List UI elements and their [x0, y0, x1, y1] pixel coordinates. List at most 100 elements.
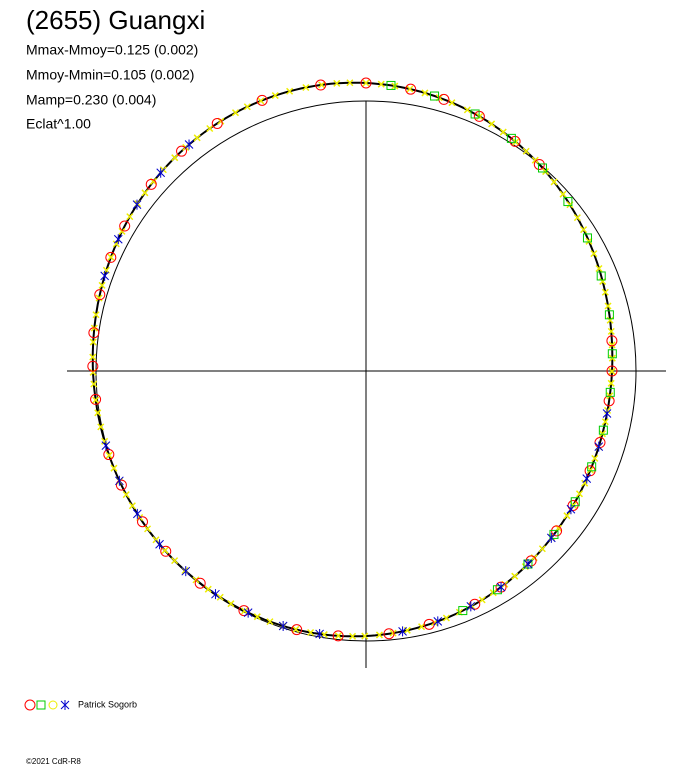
yellow-point	[601, 418, 609, 426]
legend-icon	[36, 700, 46, 710]
red-point	[551, 525, 563, 537]
yellow-point	[595, 264, 603, 273]
yellow-point	[292, 625, 300, 633]
red-point	[176, 145, 188, 157]
red-point	[103, 449, 115, 461]
red-point	[315, 79, 327, 91]
blue-point	[546, 532, 556, 543]
yellow-point	[531, 156, 539, 164]
green-point	[506, 133, 516, 143]
blue-point	[115, 475, 124, 486]
blue-point	[132, 508, 142, 519]
green-point	[537, 163, 547, 173]
yellow-point	[144, 525, 152, 533]
yellow-point	[126, 213, 134, 221]
green-point	[470, 109, 480, 119]
yellow-point	[538, 545, 546, 553]
green-point	[563, 197, 573, 207]
green-point	[458, 606, 468, 616]
yellow-point	[550, 178, 558, 186]
green-point	[605, 387, 615, 397]
red-point	[525, 555, 537, 567]
yellow-point	[253, 613, 261, 621]
yellow-point	[349, 632, 357, 640]
blue-point	[398, 626, 407, 637]
blue-point	[155, 539, 164, 550]
yellow-point	[361, 632, 369, 640]
yellow-point	[92, 311, 100, 319]
yellow-point	[606, 316, 614, 324]
yellow-point	[590, 250, 598, 258]
yellow-point	[346, 79, 354, 87]
blue-point	[278, 620, 288, 631]
yellow-point	[286, 87, 294, 95]
red-point	[105, 251, 117, 263]
green-point	[386, 80, 396, 90]
yellow-point	[105, 451, 113, 459]
red-point	[94, 289, 106, 301]
yellow-point	[511, 572, 519, 580]
legend-icon	[48, 700, 58, 710]
yellow-point	[573, 214, 581, 222]
green-point	[570, 497, 580, 507]
yellow-point	[101, 437, 109, 445]
red-point	[360, 77, 372, 89]
red-point	[88, 327, 100, 339]
yellow-point	[333, 79, 341, 87]
yellow-point	[171, 557, 179, 565]
yellow-point	[110, 464, 118, 472]
yellow-point	[206, 124, 214, 133]
yellow-point	[98, 281, 106, 289]
yellow-point	[318, 81, 326, 89]
yellow-point	[499, 128, 507, 136]
yellow-point	[522, 147, 530, 155]
yellow-point	[448, 99, 456, 107]
red-point	[145, 178, 157, 190]
red-point	[238, 605, 250, 617]
yellow-point	[171, 154, 179, 162]
yellow-point	[152, 536, 160, 544]
yellow-point	[216, 593, 224, 601]
blue-point	[100, 270, 110, 281]
stat: Mmax-Mmoy=0.125 (0.002)	[26, 42, 198, 58]
yellow-point	[580, 226, 588, 234]
blue-point	[184, 139, 194, 150]
green-point	[549, 529, 559, 539]
green-point	[607, 349, 617, 359]
stat: Eclat^1.00	[26, 116, 91, 132]
red-point	[291, 624, 303, 636]
blue-point	[496, 582, 506, 593]
green-point	[430, 91, 440, 101]
yellow-point	[559, 190, 567, 198]
legend-icon	[24, 699, 36, 711]
yellow-point	[575, 490, 584, 498]
yellow-point	[271, 92, 279, 100]
red-point	[211, 117, 223, 129]
yellow-point	[421, 89, 429, 97]
yellow-point	[95, 294, 103, 302]
yellow-point	[241, 607, 249, 615]
blue-point	[594, 441, 604, 452]
red-point	[119, 220, 131, 232]
yellow-point	[92, 396, 100, 404]
blue-point	[181, 566, 191, 577]
blue-point	[523, 559, 533, 570]
yellow-point	[375, 631, 383, 639]
red-point	[115, 479, 127, 491]
yellow-point	[585, 237, 593, 245]
yellow-point	[607, 379, 615, 387]
yellow-point	[607, 327, 615, 335]
yellow-point	[586, 466, 594, 474]
blue-point	[243, 607, 253, 618]
yellow-point	[488, 120, 496, 128]
green-point	[596, 271, 606, 281]
blue-point	[566, 504, 576, 515]
yellow-point	[89, 353, 97, 361]
yellow-point	[377, 80, 385, 88]
legend-label: Patrick Sogorb	[78, 699, 137, 709]
yellow-point	[389, 629, 397, 637]
yellow-point	[257, 97, 265, 105]
red-point	[137, 516, 149, 528]
yellow-point	[442, 614, 450, 622]
